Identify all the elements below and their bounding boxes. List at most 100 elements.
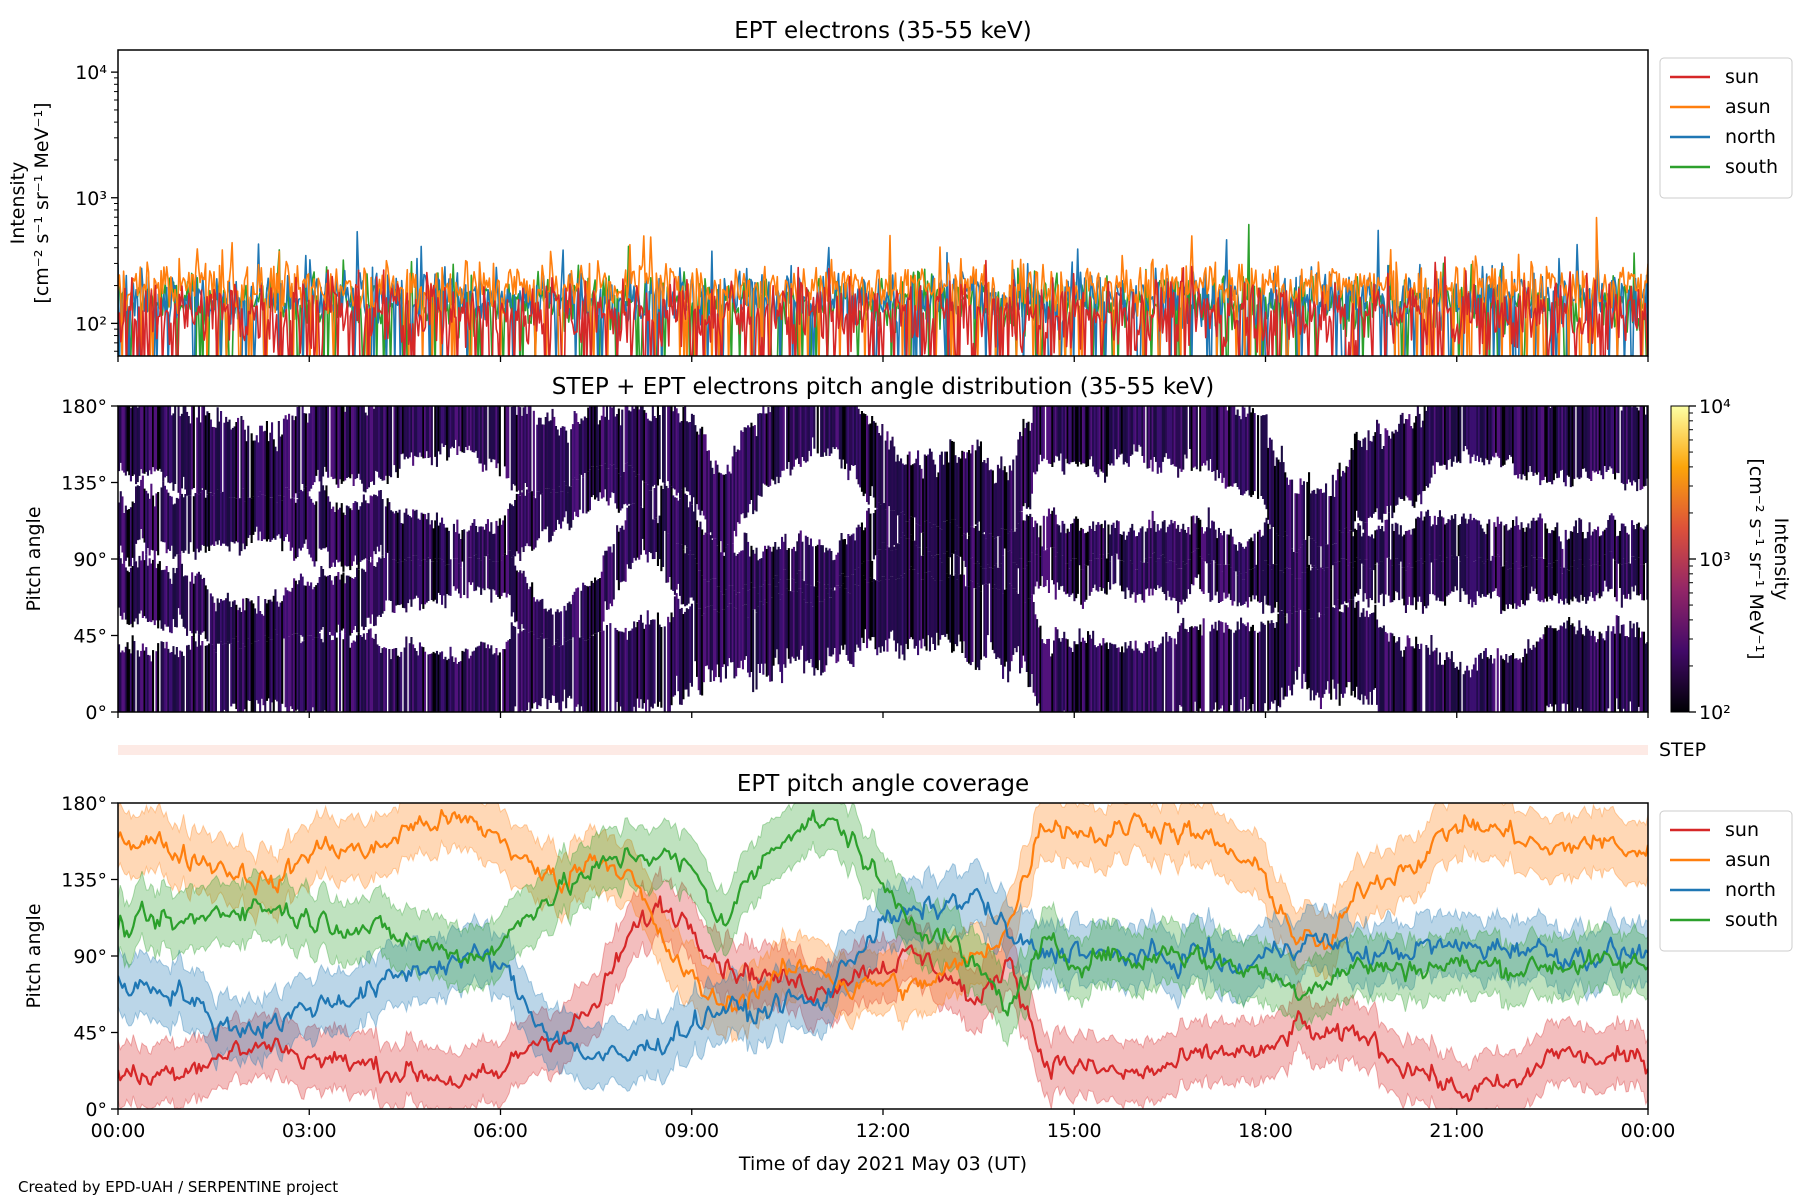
heatmap-cell	[629, 411, 632, 466]
heatmap-cell	[1333, 562, 1336, 606]
heatmap-cell	[271, 601, 274, 640]
heatmap-cell	[1200, 635, 1203, 712]
heatmap-cell	[1104, 406, 1107, 483]
heatmap-cell	[257, 442, 260, 497]
heatmap-cell	[820, 545, 823, 582]
heatmap-cell	[918, 465, 921, 526]
heatmap-cell	[1544, 406, 1547, 477]
heatmap-cell	[932, 459, 935, 525]
heatmap-cell	[471, 522, 474, 556]
heatmap-cell	[764, 413, 767, 485]
heatmap-cell	[1427, 406, 1430, 488]
heatmap-cell	[218, 602, 221, 644]
heatmap-cell	[1296, 493, 1299, 553]
heatmap-cell	[492, 534, 495, 562]
heatmap-cell	[335, 502, 338, 560]
heatmap-cell	[221, 644, 224, 712]
heatmap-cell	[985, 538, 988, 569]
heatmap-cell	[235, 422, 238, 499]
heatmap-cell	[1279, 610, 1282, 708]
heatmap-cell	[288, 489, 291, 542]
heatmap-cell	[690, 554, 693, 598]
heatmap-cell	[900, 512, 903, 538]
heatmap-cell	[520, 415, 523, 491]
heatmap-cell	[1114, 553, 1117, 584]
heatmap-cell	[940, 580, 943, 636]
heatmap-cell	[138, 555, 141, 614]
heatmap-cell	[1285, 477, 1288, 536]
heatmap-cell	[1180, 406, 1183, 472]
heatmap-cell	[277, 606, 280, 641]
heatmap-cell	[1597, 561, 1600, 594]
heatmap-cell	[529, 586, 532, 632]
heatmap-cell	[832, 560, 835, 591]
heatmap-cell	[628, 465, 631, 504]
heatmap-cell	[1432, 406, 1435, 466]
heatmap-cell	[1637, 627, 1640, 707]
heatmap-cell	[582, 582, 585, 639]
heatmap-cell	[1066, 406, 1069, 464]
heatmap-cell	[1080, 406, 1083, 465]
heatmap-cell	[696, 431, 699, 505]
heatmap-cell	[1401, 656, 1404, 712]
heatmap-cell	[503, 515, 506, 554]
heatmap-cell	[1258, 631, 1261, 712]
heatmap-cell	[648, 519, 651, 552]
heatmap-cell	[905, 521, 908, 539]
heatmap-cell	[1246, 413, 1249, 491]
heatmap-cell	[206, 494, 209, 547]
heatmap-cell	[850, 593, 853, 665]
heatmap-cell	[747, 618, 750, 673]
heatmap-cell	[315, 637, 318, 712]
heatmap-cell	[1192, 406, 1195, 468]
heatmap-cell	[1015, 528, 1018, 565]
heatmap-cell	[240, 416, 243, 498]
heatmap-cell	[1559, 406, 1562, 471]
heatmap-cell	[1274, 527, 1277, 564]
heatmap-cell	[155, 651, 158, 712]
heatmap-cell	[809, 602, 812, 659]
heatmap-cell	[553, 489, 556, 532]
heatmap-cell	[631, 628, 634, 712]
heatmap-cell	[1282, 462, 1285, 537]
heatmap-cell	[471, 651, 474, 712]
heatmap-cell	[1289, 540, 1292, 569]
heatmap-cell	[429, 406, 432, 458]
heatmap-cell	[1034, 520, 1037, 555]
heatmap-cell	[1030, 552, 1033, 595]
heatmap-cell	[786, 588, 789, 649]
heatmap-cell	[966, 586, 969, 662]
heatmap-cell	[641, 406, 644, 481]
heatmap-cell	[1272, 450, 1275, 527]
heatmap-cell	[1318, 567, 1321, 613]
heatmap-cell	[1199, 519, 1202, 557]
heatmap-cell	[352, 503, 355, 562]
heatmap-cell	[254, 500, 257, 532]
heatmap-cell	[1253, 567, 1256, 600]
heatmap-cell	[845, 544, 848, 577]
heatmap-cell	[1020, 511, 1023, 559]
heatmap-cell	[1319, 488, 1322, 547]
heatmap-cell	[1202, 561, 1205, 594]
heatmap-cell	[1081, 406, 1084, 464]
heatmap-cell	[976, 439, 979, 524]
heatmap-cell	[901, 463, 904, 512]
heatmap-cell	[1013, 531, 1016, 563]
heatmap-cell	[1539, 513, 1542, 558]
heatmap-cell	[1253, 630, 1256, 712]
heatmap-cell	[823, 584, 826, 600]
heatmap-cell	[991, 536, 994, 569]
heatmap-cell	[1440, 516, 1443, 562]
heatmap-cell	[425, 561, 428, 603]
heatmap-cell	[1229, 528, 1232, 568]
heatmap-cell	[459, 661, 462, 712]
heatmap-cell	[475, 406, 478, 451]
heatmap-cell	[656, 406, 659, 486]
heatmap-cell	[1571, 406, 1574, 487]
heatmap-cell	[537, 638, 540, 706]
heatmap-cell	[1064, 638, 1067, 712]
heatmap-cell	[242, 643, 245, 712]
heatmap-cell	[446, 564, 449, 594]
heatmap-cell	[1467, 670, 1470, 712]
